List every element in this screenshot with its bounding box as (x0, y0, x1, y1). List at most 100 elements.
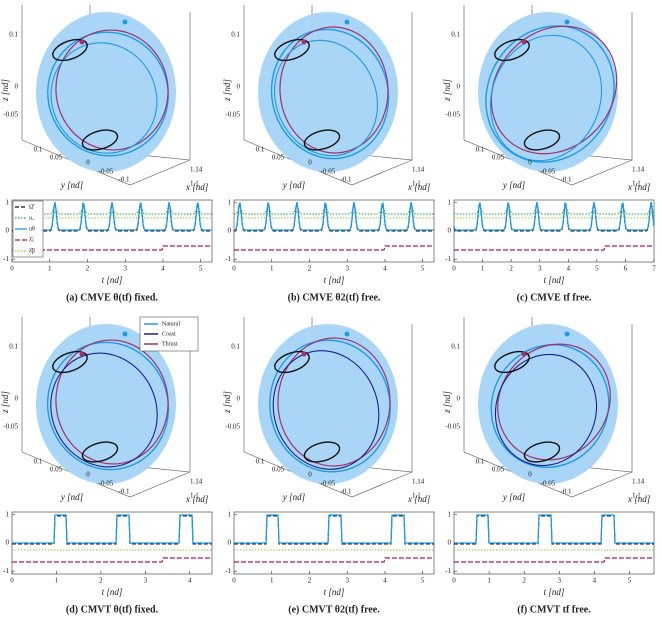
y-tick-label: 1 (448, 510, 452, 518)
x-tick-label: 6 (624, 265, 628, 273)
x-tick-label: 1 (270, 577, 274, 585)
time-axis-label: t [nd] (102, 275, 123, 285)
y-tick-label: -0.1 (340, 488, 352, 496)
z-tick-label: 0.1 (9, 31, 18, 39)
x-tick-label: 1.1 (190, 492, 199, 500)
caption: (d) CMVT θ(tf) fixed. (66, 604, 159, 615)
marker (344, 331, 350, 337)
y-tick-label: 0 (308, 159, 312, 167)
curve-ua (453, 205, 655, 215)
x-tick-label: 1.14 (190, 478, 203, 486)
x-tick-label: 1.14 (412, 166, 425, 174)
z-tick-label: -0.05 (3, 423, 18, 431)
z-tick-label: 0 (15, 395, 19, 403)
orbit-thrust (277, 337, 391, 467)
x-tick-label: 0 (452, 265, 456, 273)
z-tick-label: 0.1 (231, 31, 240, 39)
ring (523, 441, 561, 463)
y-tick-label: 0 (448, 539, 452, 547)
ring (494, 350, 530, 374)
z-axis-label: z [nd] (442, 391, 452, 414)
disk (258, 324, 398, 484)
curve-utheta (454, 514, 654, 544)
orbit-thrust (490, 25, 618, 155)
marker (564, 19, 570, 25)
ring (523, 129, 561, 151)
orbit-plot (243, 317, 413, 498)
x-tick-label: 5 (628, 577, 632, 585)
y-axis-label: y [nd] (502, 180, 526, 190)
z-axis-label: z [nd] (222, 391, 232, 414)
x-tick-label: 4 (383, 577, 387, 585)
time-axis-label: t [nd] (544, 587, 565, 597)
box-edge (463, 139, 633, 186)
y-tick-label: 0.05 (492, 154, 505, 162)
z-axis-label: z [nd] (222, 79, 232, 102)
x-tick-label: 5 (595, 265, 599, 273)
marker (564, 331, 570, 337)
x-tick-label: 5 (421, 265, 425, 273)
x-tick-label: 1 (270, 265, 274, 273)
x-tick-label: 1.14 (632, 166, 645, 174)
orbit-plot (463, 5, 633, 186)
x-axis-label: x [nd] (627, 494, 651, 504)
curve-ua (233, 205, 435, 215)
y-tick-label: 0 (6, 539, 10, 547)
y-tick-label: 0 (228, 539, 232, 547)
z-tick-label: 0.1 (451, 343, 460, 351)
z-tick-label: 0 (457, 83, 461, 91)
y-tick-label: 0 (6, 227, 10, 235)
y-tick-label: 0.05 (50, 154, 63, 162)
orbit-natural (490, 343, 610, 469)
box-edge (21, 451, 191, 498)
x-tick-label: 1.1 (412, 180, 421, 188)
z-tick-label: 0 (457, 395, 461, 403)
disk (36, 12, 176, 172)
y-tick-label: 0.1 (256, 458, 265, 466)
x-tick-label: 7 (652, 265, 656, 273)
y-tick-label: 0.05 (272, 466, 285, 474)
ring (303, 129, 341, 151)
y-tick-label: 0.05 (272, 154, 285, 162)
box-edge (243, 451, 413, 498)
time-axis-label: t [nd] (544, 275, 565, 285)
x-tick-label: 1.14 (632, 478, 645, 486)
z-axis-label: z [nd] (0, 79, 10, 102)
y-axis-label: y [nd] (502, 492, 526, 502)
orbit-plot (243, 5, 413, 186)
legend-entry: uₐ (29, 215, 34, 221)
y-tick-label: -1 (3, 255, 9, 263)
z-tick-label: -0.05 (445, 111, 460, 119)
y-tick-label: 1 (448, 198, 452, 206)
time-axis-label: t [nd] (102, 587, 123, 597)
curve-utheta (12, 514, 212, 544)
disk (258, 12, 398, 172)
legend-entry: Natural (162, 321, 180, 327)
orbit-coast (489, 34, 603, 162)
x-tick-label: 3 (345, 577, 349, 585)
ring (303, 441, 341, 463)
x-tick-label: 2 (86, 265, 90, 273)
curve-lambda-b (12, 211, 212, 219)
x-tick-label: 1.14 (412, 478, 425, 486)
x-tick-label: 0 (10, 265, 14, 273)
disk (478, 324, 618, 484)
marker (301, 351, 307, 357)
y-tick-label: 0 (308, 471, 312, 479)
ring (81, 441, 119, 463)
x-tick-label: 2 (308, 577, 312, 585)
curve-utheta (233, 201, 435, 231)
x-tick-label: 0 (232, 265, 236, 273)
x-tick-label: 2 (99, 577, 103, 585)
legend-entry: λ̂β (29, 248, 35, 254)
marker (79, 39, 85, 45)
y-tick-label: 1 (6, 198, 10, 206)
x-tick-label: 2 (509, 265, 513, 273)
x-tick-label: 4 (161, 265, 165, 273)
caption: (c) CMVE tf free. (517, 292, 592, 303)
z-tick-label: -0.05 (3, 111, 18, 119)
curve-utheta (453, 201, 655, 231)
x-tick-label: 1 (481, 265, 485, 273)
legend-entry: Coast (162, 331, 176, 337)
